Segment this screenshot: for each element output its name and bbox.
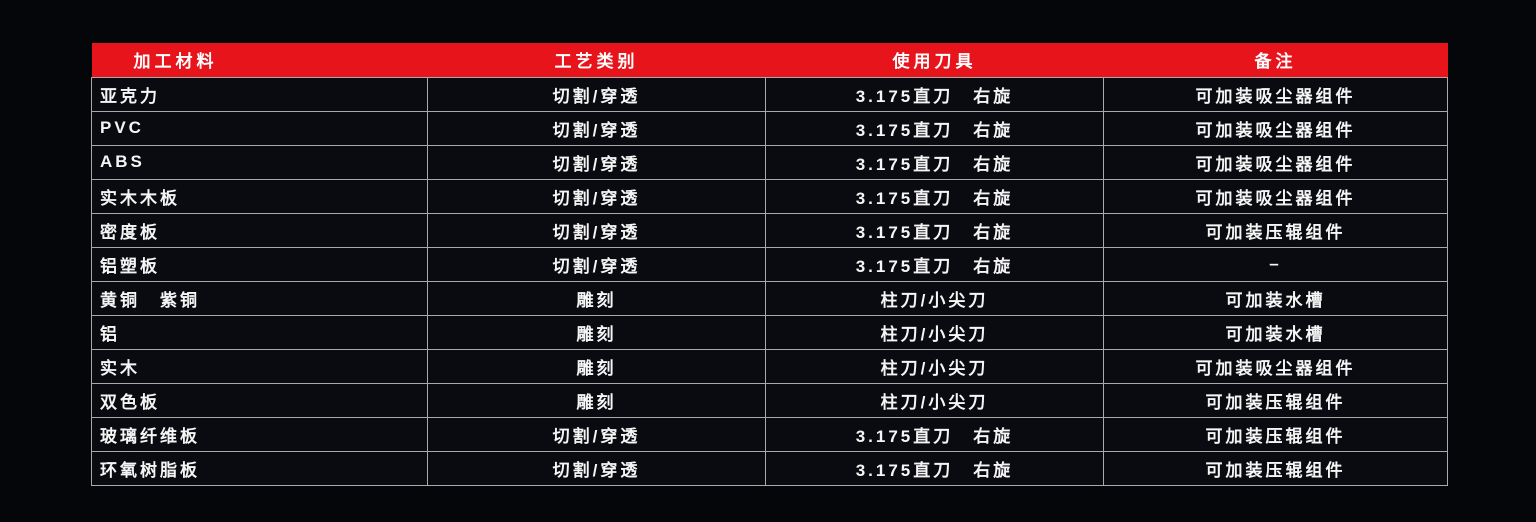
material-cell: 双色板 <box>91 382 428 418</box>
note-cell: 可加装吸尘器组件 <box>1103 348 1448 384</box>
material-cell: PVC <box>91 110 428 146</box>
table-row: 双色板 雕刻 柱刀/小尖刀 可加装压辊组件 <box>91 382 1448 418</box>
table-row: 密度板 切割/穿透 3.175直刀 右旋 可加装压辊组件 <box>91 212 1448 248</box>
table-row: ABS 切割/穿透 3.175直刀 右旋 可加装吸尘器组件 <box>91 144 1448 180</box>
note-cell: 可加装压辊组件 <box>1103 382 1448 418</box>
material-cell: 密度板 <box>91 212 428 248</box>
tool-cell: 柱刀/小尖刀 <box>765 382 1104 418</box>
process-type-cell: 切割/穿透 <box>427 246 766 282</box>
table-row: 黄铜 紫铜 雕刻 柱刀/小尖刀 可加装水槽 <box>91 280 1448 316</box>
table-row: 亚克力 切割/穿透 3.175直刀 右旋 可加装吸尘器组件 <box>91 76 1448 112</box>
tool-cell: 柱刀/小尖刀 <box>765 348 1104 384</box>
note-cell: 可加装吸尘器组件 <box>1103 76 1448 112</box>
header-notes: 备注 <box>1103 43 1448 77</box>
note-cell: 可加装水槽 <box>1103 280 1448 316</box>
note-cell: 可加装吸尘器组件 <box>1103 110 1448 146</box>
process-type-cell: 切割/穿透 <box>427 110 766 146</box>
material-cell: 铝 <box>91 314 428 350</box>
note-cell: 可加装压辊组件 <box>1103 416 1448 452</box>
table-row: 实木 雕刻 柱刀/小尖刀 可加装吸尘器组件 <box>91 348 1448 384</box>
material-cell: 黄铜 紫铜 <box>91 280 428 316</box>
process-type-cell: 切割/穿透 <box>427 144 766 180</box>
materials-process-table: 加工材料 工艺类别 使用刀具 备注 亚克力 切割/穿透 3.175直刀 右旋 可加装吸… <box>91 43 1448 486</box>
note-cell: 可加装吸尘器组件 <box>1103 144 1448 180</box>
note-cell: 可加装压辊组件 <box>1103 450 1448 486</box>
header-material: 加工材料 <box>91 43 428 77</box>
process-type-cell: 雕刻 <box>427 382 766 418</box>
process-type-cell: 切割/穿透 <box>427 450 766 486</box>
table-row: PVC 切割/穿透 3.175直刀 右旋 可加装吸尘器组件 <box>91 110 1448 146</box>
process-type-cell: 雕刻 <box>427 280 766 316</box>
header-process-type: 工艺类别 <box>427 43 766 77</box>
tool-cell: 3.175直刀 右旋 <box>765 416 1104 452</box>
tool-cell: 3.175直刀 右旋 <box>765 212 1104 248</box>
note-cell: – <box>1103 246 1448 282</box>
material-cell: ABS <box>91 144 428 180</box>
table-row: 玻璃纤维板 切割/穿透 3.175直刀 右旋 可加装压辊组件 <box>91 416 1448 452</box>
material-cell: 亚克力 <box>91 76 428 112</box>
process-type-cell: 切割/穿透 <box>427 76 766 112</box>
table-row: 铝雕刻 柱刀/小尖刀 可加装水槽 <box>91 314 1448 350</box>
material-cell: 实木木板 <box>91 178 428 214</box>
note-cell: 可加装吸尘器组件 <box>1103 178 1448 214</box>
process-type-cell: 切割/穿透 <box>427 212 766 248</box>
material-cell: 环氧树脂板 <box>91 450 428 486</box>
tool-cell: 3.175直刀 右旋 <box>765 110 1104 146</box>
table-body: 亚克力 切割/穿透 3.175直刀 右旋 可加装吸尘器组件 PVC 切割/穿透 3.175直… <box>91 76 1448 486</box>
process-type-cell: 切割/穿透 <box>427 416 766 452</box>
header-tool: 使用刀具 <box>765 43 1104 77</box>
tool-cell: 3.175直刀 右旋 <box>765 178 1104 214</box>
note-cell: 可加装水槽 <box>1103 314 1448 350</box>
tool-cell: 柱刀/小尖刀 <box>765 280 1104 316</box>
tool-cell: 3.175直刀 右旋 <box>765 246 1104 282</box>
table-header-row: 加工材料 工艺类别 使用刀具 备注 <box>91 43 1448 77</box>
tool-cell: 3.175直刀 右旋 <box>765 76 1104 112</box>
material-cell: 玻璃纤维板 <box>91 416 428 452</box>
note-cell: 可加装压辊组件 <box>1103 212 1448 248</box>
tool-cell: 3.175直刀 右旋 <box>765 450 1104 486</box>
material-cell: 铝塑板 <box>91 246 428 282</box>
process-type-cell: 雕刻 <box>427 348 766 384</box>
table-row: 铝塑板 切割/穿透 3.175直刀 右旋 – <box>91 246 1448 282</box>
table-container: 加工材料 工艺类别 使用刀具 备注 亚克力 切割/穿透 3.175直刀 右旋 可加装吸… <box>91 43 1448 486</box>
table-row: 实木木板 切割/穿透 3.175直刀 右旋 可加装吸尘器组件 <box>91 178 1448 214</box>
process-type-cell: 雕刻 <box>427 314 766 350</box>
tool-cell: 3.175直刀 右旋 <box>765 144 1104 180</box>
tool-cell: 柱刀/小尖刀 <box>765 314 1104 350</box>
material-cell: 实木 <box>91 348 428 384</box>
table-row: 环氧树脂板 切割/穿透 3.175直刀 右旋 可加装压辊组件 <box>91 450 1448 486</box>
process-type-cell: 切割/穿透 <box>427 178 766 214</box>
